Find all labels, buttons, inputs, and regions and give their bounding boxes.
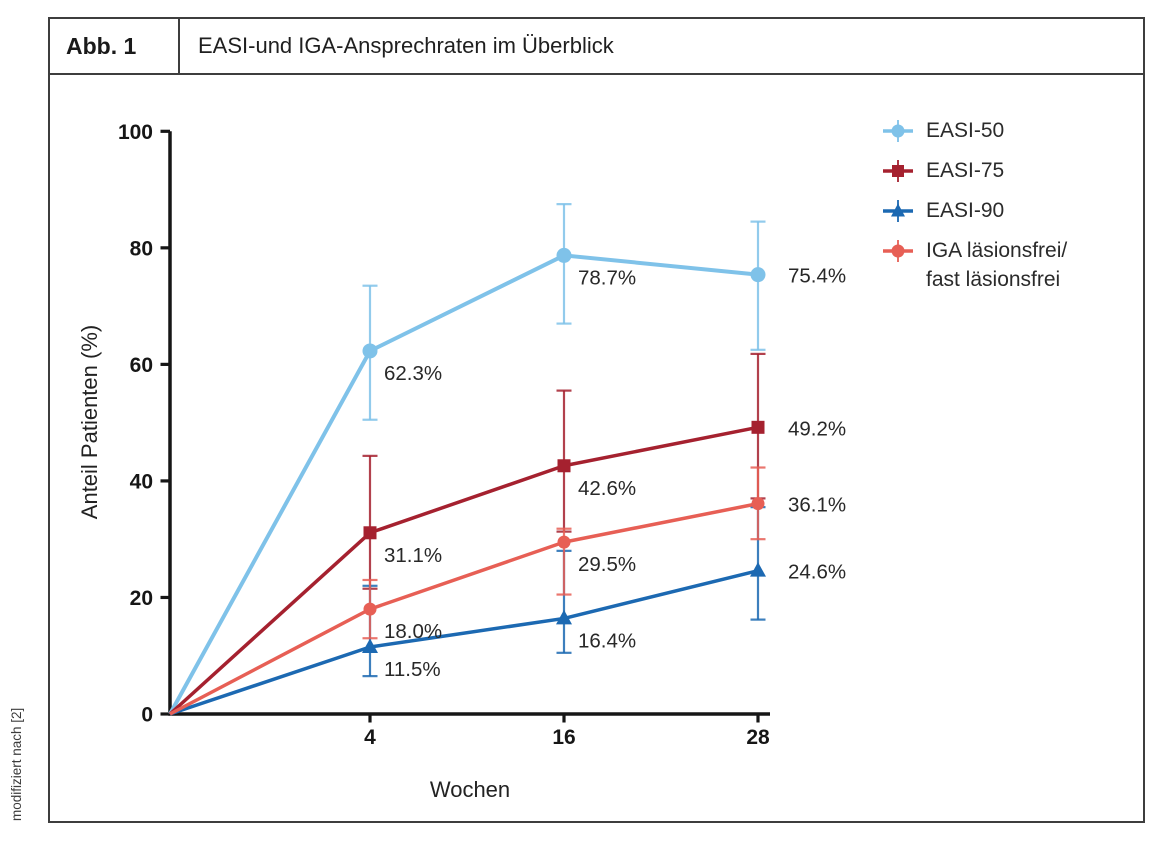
- series-line: [169, 568, 759, 716]
- data-point: [362, 343, 378, 359]
- point-label: 78.7%: [578, 266, 636, 289]
- series-easi-50: [168, 203, 766, 715]
- data-point: [751, 420, 765, 434]
- axes: [168, 131, 770, 716]
- series-easi-90: [169, 506, 766, 716]
- point-label: 75.4%: [788, 265, 846, 288]
- data-point: [363, 526, 377, 540]
- series-line: [168, 253, 759, 715]
- point-label: 62.3%: [384, 362, 442, 385]
- series-iga-l-sionsfrei: [169, 466, 766, 716]
- legend-label: IGA läsionsfrei/ fast läsionsfrei: [926, 239, 1068, 291]
- data-point: [363, 602, 377, 616]
- point-label: 29.5%: [578, 553, 636, 576]
- figure-source-note: modifiziert nach [2]: [9, 707, 24, 821]
- point-label: 18.0%: [384, 620, 442, 643]
- series-easi-75: [168, 352, 766, 716]
- legend-item-iga: IGA läsionsfrei/ fast läsionsfrei: [883, 236, 1067, 294]
- point-label: 11.5%: [384, 658, 441, 681]
- figure-header: Abb. 1 EASI-und IGA-Ansprechraten im Übe…: [50, 19, 1143, 75]
- point-label: 42.6%: [578, 477, 636, 500]
- data-point: [362, 638, 378, 653]
- data-point: [556, 247, 572, 263]
- legend-item-easi-75: EASI-75: [883, 156, 1067, 186]
- point-label: 31.1%: [384, 544, 442, 567]
- x-tick-label: 28: [746, 726, 770, 749]
- y-tick-label: 0: [141, 704, 153, 727]
- x-tick-label: 16: [552, 726, 575, 749]
- series-line: [168, 425, 759, 716]
- figure-content: 0 20 40 60 80 100 4 16 28 Anteil Patienten (%) Woc…: [50, 75, 1143, 822]
- easi-75-legend-marker-icon: [883, 160, 913, 182]
- y-axis-title: Anteil Patienten (%): [77, 325, 102, 519]
- figure-label: Abb. 1: [50, 19, 180, 73]
- data-point: [751, 497, 765, 511]
- y-tick-label: 100: [118, 121, 153, 144]
- x-axis-title: Wochen: [430, 777, 510, 802]
- legend-label: EASI-75: [926, 159, 1005, 182]
- iga-legend-marker-icon: [883, 240, 913, 262]
- data-point: [557, 535, 571, 549]
- y-tick-label: 40: [130, 470, 153, 493]
- easi-90-legend-marker-icon: [883, 200, 913, 222]
- point-label: 24.6%: [788, 561, 846, 584]
- figure-box: Abb. 1 EASI-und IGA-Ansprechraten im Übe…: [48, 17, 1145, 823]
- legend-item-easi-90: EASI-90: [883, 196, 1067, 226]
- x-tick-label: 4: [364, 726, 376, 749]
- y-tick-label: 80: [130, 237, 153, 260]
- point-label: 36.1%: [788, 494, 846, 517]
- line-chart: 0 20 40 60 80 100 4 16 28 Anteil Patienten (%) Woc…: [77, 121, 846, 802]
- y-tick-label: 20: [130, 587, 153, 610]
- point-label: 16.4%: [578, 629, 636, 652]
- easi-50-legend-marker-icon: [883, 120, 913, 142]
- y-tick-label: 60: [130, 354, 153, 377]
- legend-item-easi-50: EASI-50: [883, 116, 1067, 146]
- figure-title: EASI-und IGA-Ansprechraten im Überblick: [198, 33, 614, 58]
- chart-legend: EASI-50 EASI-75 EASI-90 IGA läsionsfrei/…: [883, 116, 1067, 294]
- point-label: 49.2%: [788, 417, 846, 440]
- legend-label: EASI-50: [926, 119, 1005, 142]
- data-point: [750, 562, 766, 577]
- data-point: [556, 609, 572, 625]
- data-point: [750, 267, 766, 283]
- legend-label: EASI-90: [926, 199, 1005, 222]
- series-line: [169, 501, 759, 716]
- data-point: [557, 459, 571, 473]
